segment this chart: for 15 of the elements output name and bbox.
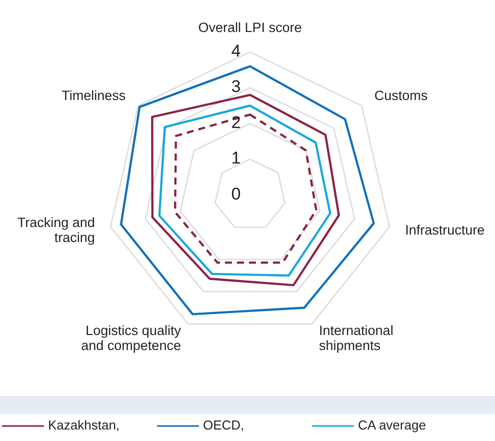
y-tick-label: 0	[231, 184, 241, 204]
spoke-label: Tracking and tracing	[17, 214, 95, 244]
spoke-label: Infrastructure	[405, 222, 485, 237]
spoke-label: Customs	[374, 87, 428, 102]
legend-label: CA average	[358, 417, 426, 432]
y-tick-label: 3	[231, 77, 241, 96]
spoke-label: Timeliness	[62, 87, 126, 102]
legend-label: OECD,	[203, 417, 244, 432]
legend-label: Kazakhstan,	[48, 417, 120, 432]
spoke-label: Overall LPI score	[198, 19, 302, 34]
spoke-label: International shipments	[319, 322, 394, 352]
y-tick-label: 2	[231, 112, 241, 132]
y-tick-label: 4	[231, 41, 241, 60]
spoke-label: Logistics quality and competence	[81, 322, 182, 352]
y-tick-label: 1	[231, 148, 241, 168]
